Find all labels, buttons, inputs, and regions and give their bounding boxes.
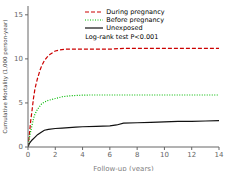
svg-text:2: 2 xyxy=(53,151,57,159)
svg-text:6: 6 xyxy=(108,151,113,159)
svg-text:5: 5 xyxy=(19,99,23,107)
html-text:During pregnancy: During pregnancy xyxy=(106,8,165,16)
html-text:Log-rank test P<0.001: Log-rank test P<0.001 xyxy=(85,33,159,41)
svg-text:Follow-up (years): Follow-up (years) xyxy=(93,165,154,171)
html-text:Before pregnancy: Before pregnancy xyxy=(106,16,164,24)
svg-text:Cumulative Mortality (1,000 pe: Cumulative Mortality (1,000 person-year) xyxy=(8,19,9,133)
svg-text:8: 8 xyxy=(135,151,139,159)
svg-text:4: 4 xyxy=(80,151,85,159)
svg-text:10: 10 xyxy=(160,151,169,159)
svg-text:0: 0 xyxy=(26,151,30,159)
svg-text:14: 14 xyxy=(215,151,219,159)
svg-text:15: 15 xyxy=(14,11,23,19)
html-text:Unexposed: Unexposed xyxy=(106,24,143,32)
svg-text:0: 0 xyxy=(19,143,23,151)
svg-text:12: 12 xyxy=(187,151,196,159)
svg-text:10: 10 xyxy=(14,55,23,63)
